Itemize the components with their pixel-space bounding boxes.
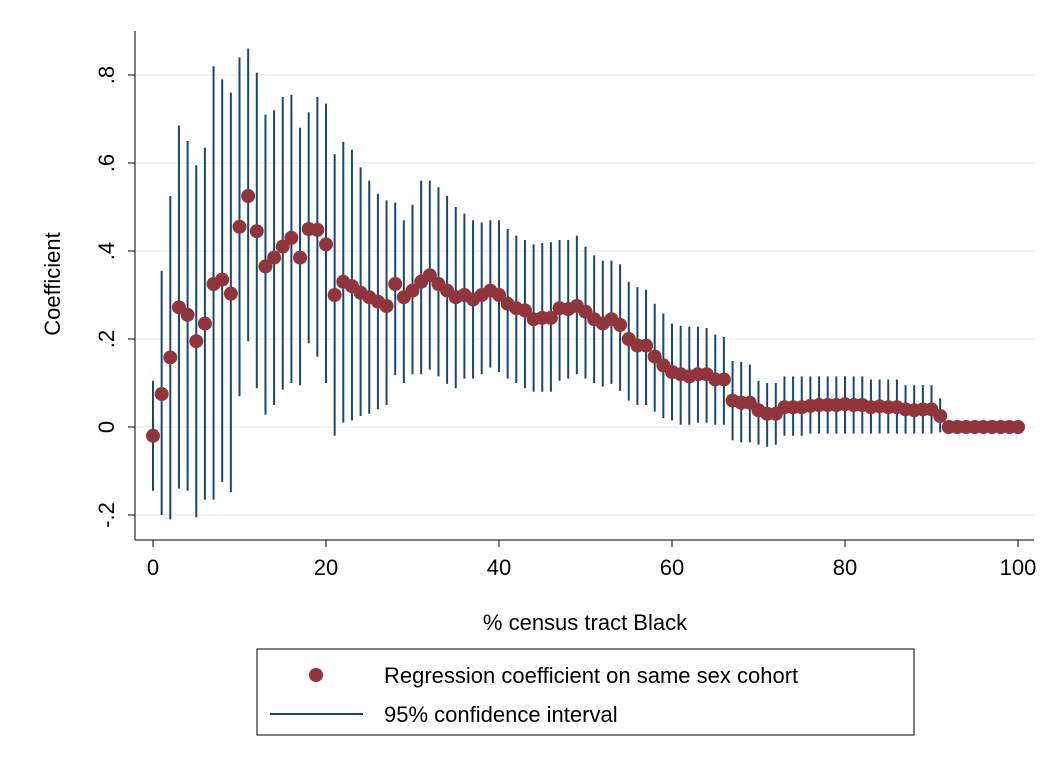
coefficient-point-16 bbox=[284, 230, 299, 245]
coefficient-point-21 bbox=[327, 288, 342, 302]
x-tick-label-3: 60 bbox=[660, 555, 684, 580]
coefficient-point-66 bbox=[716, 372, 731, 387]
legend-label-coefficient: Regression coefficient on same sex cohor… bbox=[384, 663, 798, 688]
coefficient-point-43 bbox=[517, 303, 532, 318]
coefficient-point-4 bbox=[180, 307, 195, 322]
coefficient-point-91 bbox=[933, 409, 948, 423]
coefficient-point-58 bbox=[647, 349, 662, 364]
y-tick-label-5: .8 bbox=[94, 66, 119, 84]
coefficient-point-9 bbox=[223, 286, 238, 301]
coefficient-point-2 bbox=[163, 350, 178, 365]
x-axis-label: % census tract Black bbox=[483, 610, 688, 635]
coefficient-point-17 bbox=[293, 250, 308, 265]
y-tick-label-1: 0 bbox=[94, 421, 119, 433]
coefficient-point-0 bbox=[146, 428, 160, 443]
y-axis-label: Coefficient bbox=[40, 232, 65, 336]
y-tick-label-2: .2 bbox=[94, 330, 119, 348]
coefficient-point-30 bbox=[405, 283, 420, 298]
coefficient-point-28 bbox=[388, 277, 403, 291]
x-tick-label-4: 80 bbox=[833, 555, 857, 580]
coefficient-point-11 bbox=[241, 189, 256, 203]
coefficient-point-54 bbox=[613, 317, 628, 332]
coefficient-point-100 bbox=[1011, 420, 1025, 434]
coefficient-point-14 bbox=[267, 250, 282, 265]
x-tick-label-0: 0 bbox=[147, 555, 159, 580]
coefficient-point-12 bbox=[249, 224, 264, 239]
coefficient-points bbox=[146, 189, 1025, 443]
coefficient-point-5 bbox=[189, 334, 204, 349]
coefficient-point-46 bbox=[543, 310, 558, 325]
coefficient-point-32 bbox=[422, 268, 437, 283]
coefficient-point-8 bbox=[215, 272, 230, 287]
coefficient-point-15 bbox=[275, 239, 290, 254]
y-axis-ticks: -.2 0 .2 .4 .6 .8 bbox=[94, 66, 135, 528]
legend-point-marker bbox=[309, 668, 323, 682]
coefficient-point-40 bbox=[492, 288, 506, 302]
coefficient-point-6 bbox=[197, 316, 212, 331]
x-tick-label-1: 20 bbox=[314, 555, 338, 580]
x-tick-label-5: 100 bbox=[1000, 555, 1037, 580]
coefficient-point-1 bbox=[154, 387, 169, 401]
y-tick-label-0: -.2 bbox=[94, 502, 119, 528]
x-tick-label-2: 40 bbox=[487, 555, 511, 580]
coefficient-point-20 bbox=[319, 237, 333, 252]
y-tick-label-4: .6 bbox=[94, 154, 119, 172]
coefficient-point-19 bbox=[310, 222, 325, 237]
legend-box bbox=[256, 648, 915, 736]
coefficient-point-57 bbox=[639, 338, 654, 353]
x-axis-ticks: 0 20 40 60 80 100 bbox=[147, 540, 1036, 580]
coefficient-point-10 bbox=[232, 219, 247, 234]
axes bbox=[134, 31, 1034, 541]
y-tick-label-3: .4 bbox=[94, 242, 119, 260]
legend: Regression coefficient on same sex cohor… bbox=[256, 648, 915, 736]
coefficient-point-13 bbox=[258, 259, 273, 274]
coefficient-point-27 bbox=[379, 299, 394, 313]
legend-label-ci: 95% confidence interval bbox=[384, 702, 618, 727]
